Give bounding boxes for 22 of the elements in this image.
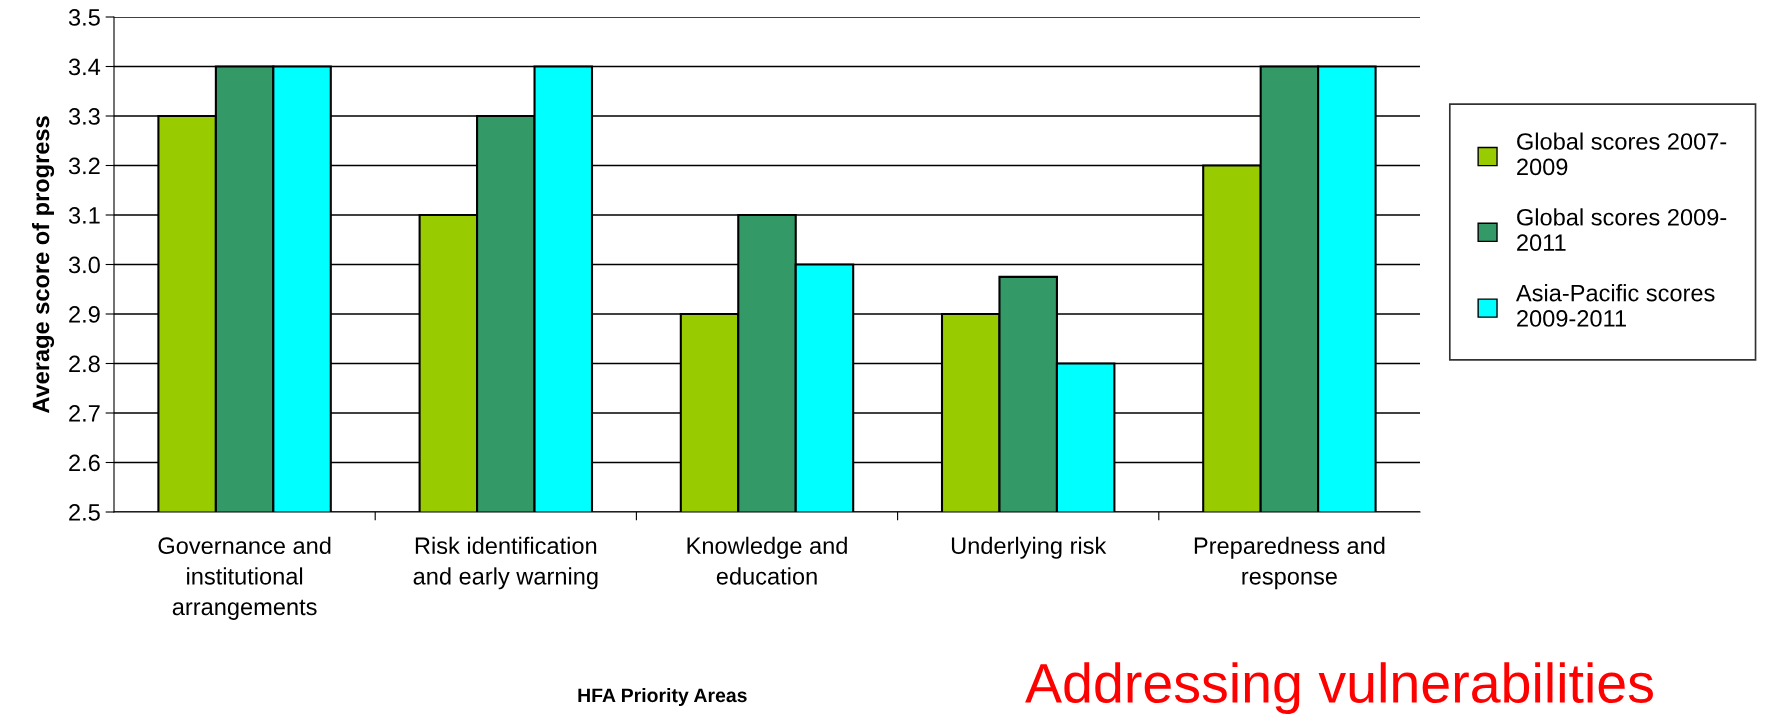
y-tick-label: 3.3 — [68, 108, 100, 125]
x-tick-label: Risk identification and early warning — [413, 536, 598, 590]
x-tick-label: Underlying risk — [951, 536, 1107, 559]
y-tick-label: 3.4 — [68, 58, 101, 76]
text: Addressing vulnerabilities — [1025, 662, 1653, 714]
y-tick-label: 2.8 — [69, 355, 100, 373]
x-tick-label: Knowledge and education — [687, 536, 847, 585]
y-axis-title: Average score of progress — [31, 116, 55, 414]
y-tick-label: 3.5 — [68, 9, 100, 26]
legend-label: Global scores 2009- 2011 — [1517, 208, 1727, 252]
legend-label: Global scores 2007- 2009 — [1517, 132, 1727, 176]
y-tick-label: 2.9 — [69, 306, 100, 323]
y-tick-label: 3.0 — [68, 256, 100, 274]
y-tick-label: 2.6 — [69, 454, 100, 472]
y-tick-label: 3.1 — [68, 207, 100, 224]
y-tick-label: 3.2 — [68, 157, 100, 175]
x-axis-title: HFA Priority Areas — [578, 687, 747, 707]
y-tick-label: 2.5 — [69, 504, 100, 521]
y-tick-label: 2.7 — [69, 405, 100, 422]
x-tick-label: Governance and institutional arrangements — [158, 536, 331, 620]
legend-label: Asia-Pacific scores 2009-2011 — [1515, 284, 1715, 327]
x-tick-label: Preparedness and response — [1194, 536, 1385, 590]
